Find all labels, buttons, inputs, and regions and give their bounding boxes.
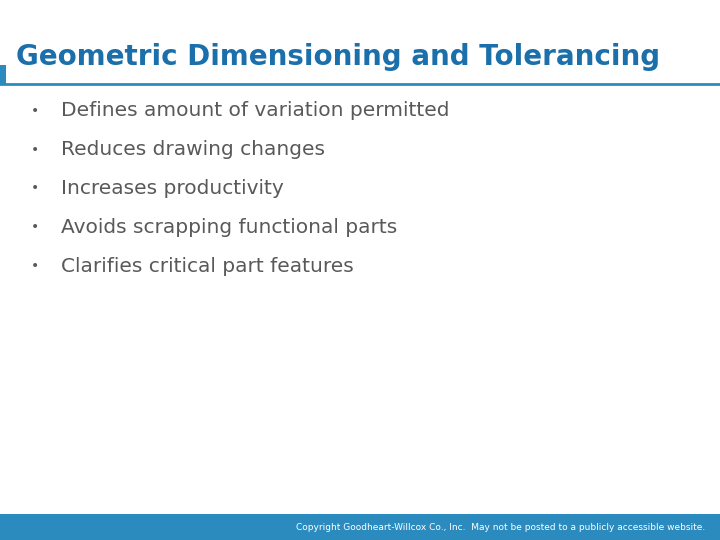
Text: Reduces drawing changes: Reduces drawing changes [61,140,325,159]
Text: •: • [30,104,39,118]
Bar [0,514,720,540]
Bar [0,65,6,84]
Text: Avoids scrapping functional parts: Avoids scrapping functional parts [61,218,397,237]
Text: Geometric Dimensioning and Tolerancing: Geometric Dimensioning and Tolerancing [16,43,660,71]
Text: Copyright Goodheart-Willcox Co., Inc.  May not be posted to a publicly accessibl: Copyright Goodheart-Willcox Co., Inc. Ma… [297,523,706,531]
Text: •: • [30,143,39,157]
Text: Increases productivity: Increases productivity [61,179,284,198]
Text: Clarifies critical part features: Clarifies critical part features [61,256,354,276]
Text: •: • [30,259,39,273]
Text: •: • [30,220,39,234]
Text: •: • [30,181,39,195]
Text: Defines amount of variation permitted: Defines amount of variation permitted [61,101,450,120]
